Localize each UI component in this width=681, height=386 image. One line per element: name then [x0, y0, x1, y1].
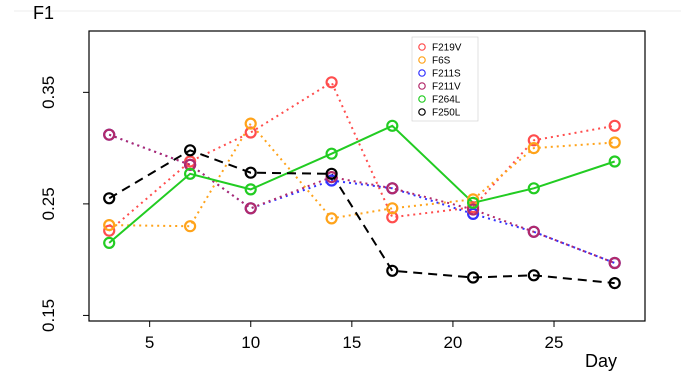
legend-label-f264l: F264L [432, 95, 461, 106]
legend-marker-f264l [418, 95, 426, 103]
data-point-f219v [608, 119, 621, 132]
series-line-f264l [108, 124, 616, 244]
data-point-f264l [103, 236, 116, 249]
data-point-f264l [527, 182, 540, 195]
data-point-f264l [244, 183, 257, 196]
data-point-f6s [608, 136, 621, 149]
data-point-f6s [184, 220, 197, 233]
series-line-f211s [108, 133, 616, 264]
x-tick-label: 25 [545, 333, 564, 352]
data-point-f6s [244, 117, 257, 130]
data-point-f250l [527, 269, 540, 282]
legend-marker-f211s [418, 69, 426, 77]
data-point-f250l [608, 277, 621, 290]
plot-frame [88, 30, 646, 322]
data-point-f219v [325, 76, 338, 89]
data-point-f211v [467, 203, 480, 216]
data-point-f6s [527, 142, 540, 155]
data-point-f250l [386, 264, 399, 277]
data-point-f264l [386, 119, 399, 132]
data-point-f250l [103, 192, 116, 205]
data-point-f250l [467, 271, 480, 284]
data-point-f264l [467, 196, 480, 209]
data-point-f211v [103, 128, 116, 141]
legend-label-f6s: F6S [432, 56, 451, 67]
data-point-f250l [325, 167, 338, 180]
data-point-f219v [103, 224, 116, 237]
data-point-f219v [244, 126, 257, 139]
legend-label-f211v: F211V [432, 82, 461, 93]
data-point-f264l [184, 167, 197, 180]
legend-marker-f211v [418, 82, 426, 90]
data-point-f6s [325, 212, 338, 225]
y-tick-label: 0.35 [39, 76, 58, 109]
series-line-f250l [108, 149, 615, 285]
legend-marker-f250l [418, 108, 426, 116]
series-line-f219v [108, 80, 615, 232]
legend-label-f211s: F211S [432, 69, 461, 80]
data-point-f211v [386, 182, 399, 195]
x-axis-title: Day [585, 351, 617, 371]
x-tick-label: 20 [443, 333, 462, 352]
legend-label-f250l: F250L [432, 108, 461, 119]
y-tick-label: 0.15 [39, 299, 58, 332]
x-tick-label: 5 [145, 333, 154, 352]
y-axis-title: F1 [33, 3, 54, 23]
data-point-f250l [244, 166, 257, 179]
axes: 5 10 15 20 25 0.15 0.25 0.35 [39, 76, 563, 352]
data-point-f264l [608, 155, 621, 168]
series-line-f6s [109, 121, 615, 228]
data-point-f211v [244, 202, 257, 215]
legend: F219V F6S F211S F211V F264L F250L [411, 36, 479, 122]
legend-marker-f6s [418, 56, 426, 64]
data-point-f219v [527, 134, 540, 147]
x-tick-label: 15 [342, 333, 361, 352]
data-point-f250l [184, 144, 197, 157]
legend-box [411, 36, 479, 122]
data-point-f6s [103, 219, 116, 232]
data-point-f6s [386, 202, 399, 215]
data-point-f264l [325, 147, 338, 160]
y-tick-label: 0.25 [39, 187, 58, 220]
data-point-f211v [608, 256, 621, 270]
legend-label-f219v: F219V [432, 43, 462, 54]
data-point-f211v [527, 225, 540, 238]
series-layer [103, 76, 621, 290]
legend-marker-f219v [418, 43, 426, 51]
x-tick-label: 10 [241, 333, 260, 352]
series-line-f211v [108, 133, 616, 264]
